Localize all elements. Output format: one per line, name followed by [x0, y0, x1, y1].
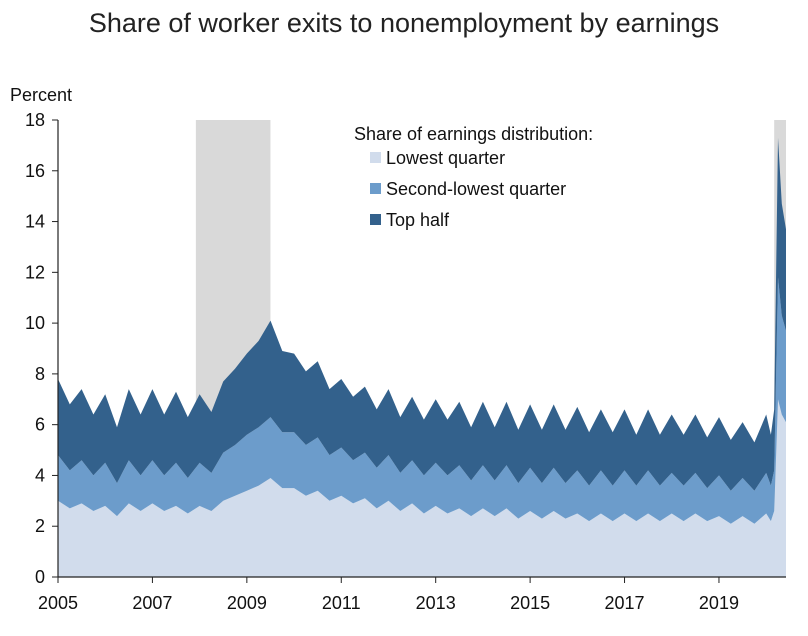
- x-tick-label-2015: 2015: [510, 593, 550, 613]
- x-tick-label-2013: 2013: [416, 593, 456, 613]
- x-tick-label-2019: 2019: [699, 593, 739, 613]
- y-tick-label-10: 10: [25, 313, 45, 333]
- legend-swatch-1: [370, 183, 381, 194]
- y-tick-label-16: 16: [25, 161, 45, 181]
- area-second-lowest-quarter: [58, 277, 786, 524]
- y-tick-label-0: 0: [35, 567, 45, 587]
- x-tick-label-2011: 2011: [322, 593, 361, 613]
- x-tick-label-2005: 2005: [38, 593, 78, 613]
- x-tick-label-2007: 2007: [132, 593, 172, 613]
- axes: 0 2 4 6 8 10 12 14 16 18 2005 2007 2009 2011 2013 2015 2…: [25, 110, 786, 613]
- area-lowest-quarter: [58, 399, 786, 577]
- y-tick-label-6: 6: [35, 415, 45, 435]
- area-top-half: [58, 137, 786, 491]
- y-tick-label-4: 4: [35, 465, 45, 485]
- legend-swatch-0: [370, 152, 381, 163]
- area-series: [58, 137, 786, 577]
- x-tick-label-2009: 2009: [227, 593, 267, 613]
- legend-label-1: Second-lowest quarter: [386, 179, 566, 199]
- legend-title: Share of earnings distribution:: [354, 124, 593, 144]
- y-tick-label-2: 2: [35, 516, 45, 536]
- legend: Share of earnings distribution: Lowest qu…: [354, 124, 593, 230]
- chart-title: Share of worker exits to nonemployment b…: [88, 8, 720, 38]
- y-tick-label-14: 14: [25, 212, 45, 232]
- y-tick-label-18: 18: [25, 110, 45, 130]
- legend-label-0: Lowest quarter: [386, 148, 505, 168]
- y-axis-label: Percent: [10, 85, 72, 105]
- y-tick-label-8: 8: [35, 364, 45, 384]
- x-tick-label-2017: 2017: [605, 593, 645, 613]
- legend-swatch-2: [370, 214, 381, 225]
- legend-label-2: Top half: [386, 210, 450, 230]
- y-tick-label-12: 12: [25, 262, 45, 282]
